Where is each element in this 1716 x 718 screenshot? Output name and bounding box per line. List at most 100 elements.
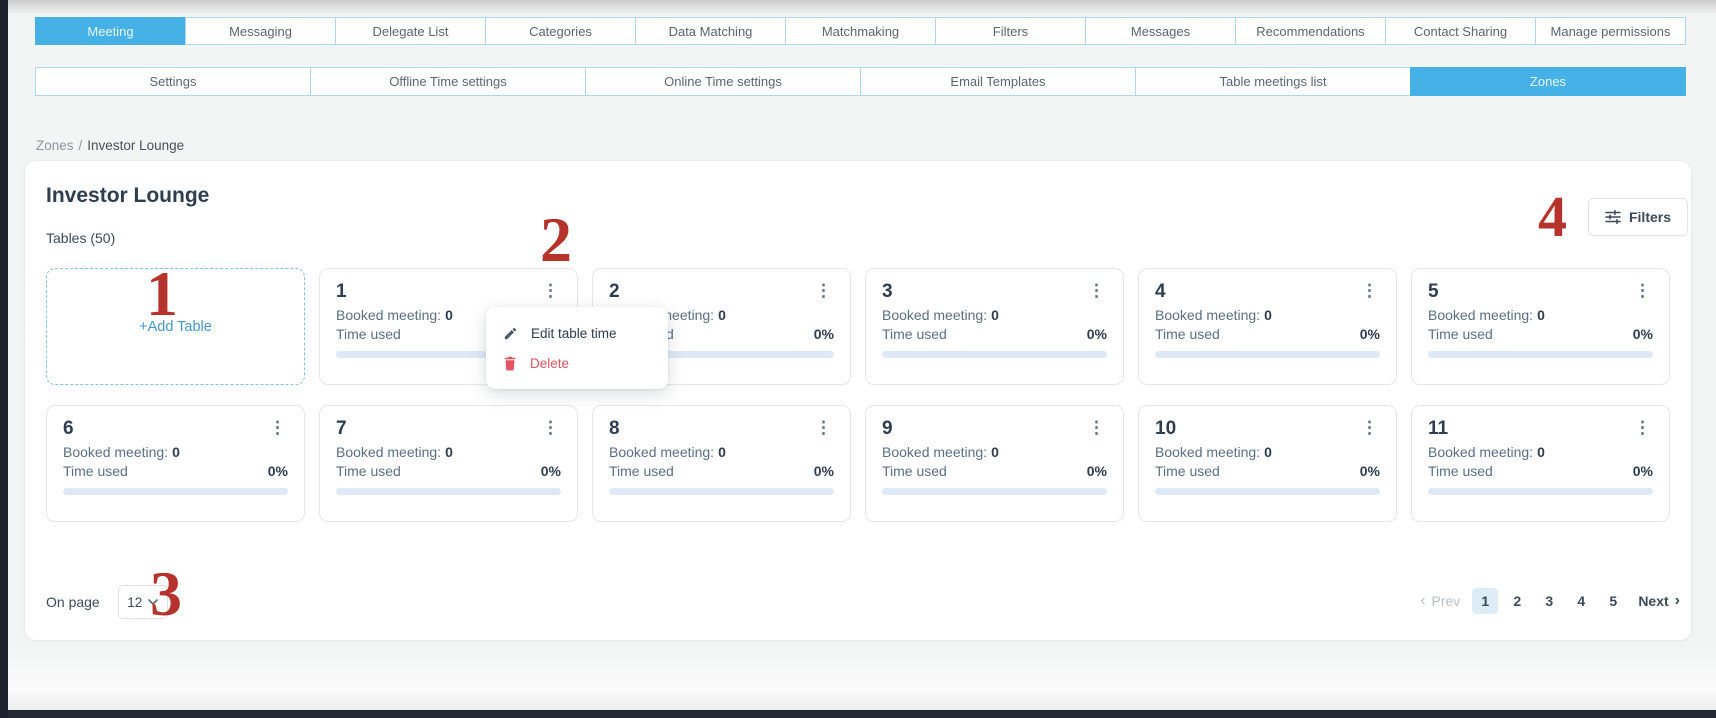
bottom-edge-bar bbox=[0, 710, 1716, 718]
chevron-left-icon: ‹ bbox=[1420, 592, 1426, 609]
booked-meeting-label: Booked meeting: bbox=[336, 444, 442, 460]
booked-meeting-value: 0 bbox=[991, 444, 999, 460]
per-page-select[interactable]: 12 bbox=[117, 585, 168, 619]
booked-meeting-label: Booked meeting: bbox=[1428, 307, 1534, 323]
tab-categories[interactable]: Categories bbox=[485, 17, 636, 45]
table-card: 4 ⋮ Booked meeting: 0 Time used 0% bbox=[1138, 268, 1397, 385]
pagination-next-button[interactable]: Next › bbox=[1632, 589, 1686, 613]
time-used-label: Time used bbox=[609, 463, 674, 479]
progress-bar bbox=[1155, 488, 1380, 495]
time-used-percent: 0% bbox=[1086, 463, 1107, 479]
booked-meeting-value: 0 bbox=[1264, 444, 1272, 460]
kebab-menu-icon[interactable]: ⋮ bbox=[1634, 418, 1651, 437]
booked-meeting-value: 0 bbox=[172, 444, 180, 460]
progress-bar bbox=[1428, 351, 1653, 358]
time-used-label: Time used bbox=[1155, 463, 1220, 479]
chevron-right-icon: › bbox=[1674, 592, 1680, 609]
kebab-menu-icon[interactable]: ⋮ bbox=[815, 281, 832, 300]
pagination-page-1[interactable]: 1 bbox=[1472, 588, 1499, 614]
table-card: 3 ⋮ Booked meeting: 0 Time used 0% bbox=[865, 268, 1124, 385]
time-used-percent: 0% bbox=[1359, 326, 1380, 342]
time-used-label: Time used bbox=[336, 463, 401, 479]
breadcrumb-zones-link[interactable]: Zones bbox=[36, 138, 74, 153]
secondary-tab-bar: Settings Offline Time settings Online Ti… bbox=[35, 67, 1686, 96]
progress-bar bbox=[336, 488, 561, 495]
pagination-page-3[interactable]: 3 bbox=[1545, 593, 1554, 609]
tab-data-matching[interactable]: Data Matching bbox=[635, 17, 786, 45]
table-card: 10 ⋮ Booked meeting: 0 Time used 0% bbox=[1138, 405, 1397, 522]
per-page-value: 12 bbox=[127, 594, 143, 610]
table-card: 8 ⋮ Booked meeting: 0 Time used 0% bbox=[592, 405, 851, 522]
time-used-label: Time used bbox=[882, 463, 947, 479]
booked-meeting-label: Booked meeting: bbox=[63, 444, 169, 460]
subtab-table-meetings-list[interactable]: Table meetings list bbox=[1135, 67, 1411, 96]
pagination-page-5[interactable]: 5 bbox=[1609, 593, 1618, 609]
time-used-percent: 0% bbox=[1632, 326, 1653, 342]
per-page-control: On page 12 bbox=[46, 585, 168, 619]
filters-button[interactable]: Filters bbox=[1587, 198, 1688, 236]
left-edge-bar bbox=[0, 0, 8, 718]
tab-manage-permissions[interactable]: Manage permissions bbox=[1535, 17, 1686, 45]
next-label: Next bbox=[1638, 593, 1669, 609]
edit-table-time-menu-item[interactable]: Edit table time bbox=[486, 318, 668, 348]
delete-trash-icon bbox=[503, 356, 517, 371]
tab-delegate-list[interactable]: Delegate List bbox=[335, 17, 486, 45]
subtab-email-templates[interactable]: Email Templates bbox=[860, 67, 1136, 96]
tables-count-heading: Tables (50) bbox=[46, 230, 116, 246]
time-used-label: Time used bbox=[63, 463, 128, 479]
tab-filters[interactable]: Filters bbox=[935, 17, 1086, 45]
subtab-offline-time-settings[interactable]: Offline Time settings bbox=[310, 67, 586, 96]
time-used-percent: 0% bbox=[267, 463, 288, 479]
breadcrumb: Zones / Investor Lounge bbox=[36, 138, 184, 153]
booked-meeting-label: Booked meeting: bbox=[882, 444, 988, 460]
time-used-label: Time used bbox=[1155, 326, 1220, 342]
table-card: 7 ⋮ Booked meeting: 0 Time used 0% bbox=[319, 405, 578, 522]
kebab-menu-icon[interactable]: ⋮ bbox=[1088, 418, 1105, 437]
progress-bar bbox=[336, 351, 561, 358]
pagination-page-2[interactable]: 2 bbox=[1513, 593, 1522, 609]
kebab-menu-icon[interactable]: ⋮ bbox=[269, 418, 286, 437]
subtab-online-time-settings[interactable]: Online Time settings bbox=[585, 67, 861, 96]
kebab-menu-icon[interactable]: ⋮ bbox=[1361, 281, 1378, 300]
tab-recommendations[interactable]: Recommendations bbox=[1235, 17, 1386, 45]
time-used-percent: 0% bbox=[1086, 326, 1107, 342]
table-number: 1 bbox=[336, 281, 347, 302]
subtab-settings[interactable]: Settings bbox=[35, 67, 311, 96]
booked-meeting-value: 0 bbox=[1537, 444, 1545, 460]
tab-meeting[interactable]: Meeting bbox=[35, 17, 186, 45]
top-edge-shade bbox=[0, 0, 1716, 13]
tab-messages[interactable]: Messages bbox=[1085, 17, 1236, 45]
tab-contact-sharing[interactable]: Contact Sharing bbox=[1385, 17, 1536, 45]
add-table-card[interactable]: +Add Table bbox=[46, 268, 305, 385]
kebab-menu-icon[interactable]: ⋮ bbox=[1088, 281, 1105, 300]
delete-menu-item[interactable]: Delete bbox=[486, 348, 668, 378]
chevron-down-icon bbox=[148, 599, 159, 605]
progress-bar bbox=[1428, 488, 1653, 495]
page-title: Investor Lounge bbox=[46, 184, 210, 207]
booked-meeting-label: Booked meeting: bbox=[609, 444, 715, 460]
kebab-menu-icon[interactable]: ⋮ bbox=[542, 281, 559, 300]
table-number: 11 bbox=[1428, 418, 1449, 439]
edit-pencil-icon bbox=[503, 326, 518, 341]
pagination-page-4[interactable]: 4 bbox=[1577, 593, 1586, 609]
pagination-prev-button[interactable]: ‹ Prev bbox=[1414, 589, 1466, 613]
edit-table-time-label: Edit table time bbox=[531, 325, 617, 341]
progress-bar bbox=[63, 488, 288, 495]
tab-matchmaking[interactable]: Matchmaking bbox=[785, 17, 936, 45]
kebab-menu-icon[interactable]: ⋮ bbox=[815, 418, 832, 437]
kebab-menu-icon[interactable]: ⋮ bbox=[542, 418, 559, 437]
table-context-menu: Edit table time Delete bbox=[486, 307, 668, 389]
subtab-zones[interactable]: Zones bbox=[1410, 67, 1686, 96]
booked-meeting-label: Booked meeting: bbox=[336, 307, 442, 323]
time-used-percent: 0% bbox=[1632, 463, 1653, 479]
progress-bar bbox=[609, 351, 834, 358]
progress-bar bbox=[882, 351, 1107, 358]
table-number: 3 bbox=[882, 281, 893, 302]
booked-meeting-value: 0 bbox=[1264, 307, 1272, 323]
kebab-menu-icon[interactable]: ⋮ bbox=[1634, 281, 1651, 300]
time-used-percent: 0% bbox=[540, 463, 561, 479]
kebab-menu-icon[interactable]: ⋮ bbox=[1361, 418, 1378, 437]
tab-messaging[interactable]: Messaging bbox=[185, 17, 336, 45]
booked-meeting-label: Booked meeting: bbox=[1155, 307, 1261, 323]
booked-meeting-label: Booked meeting: bbox=[1428, 444, 1534, 460]
